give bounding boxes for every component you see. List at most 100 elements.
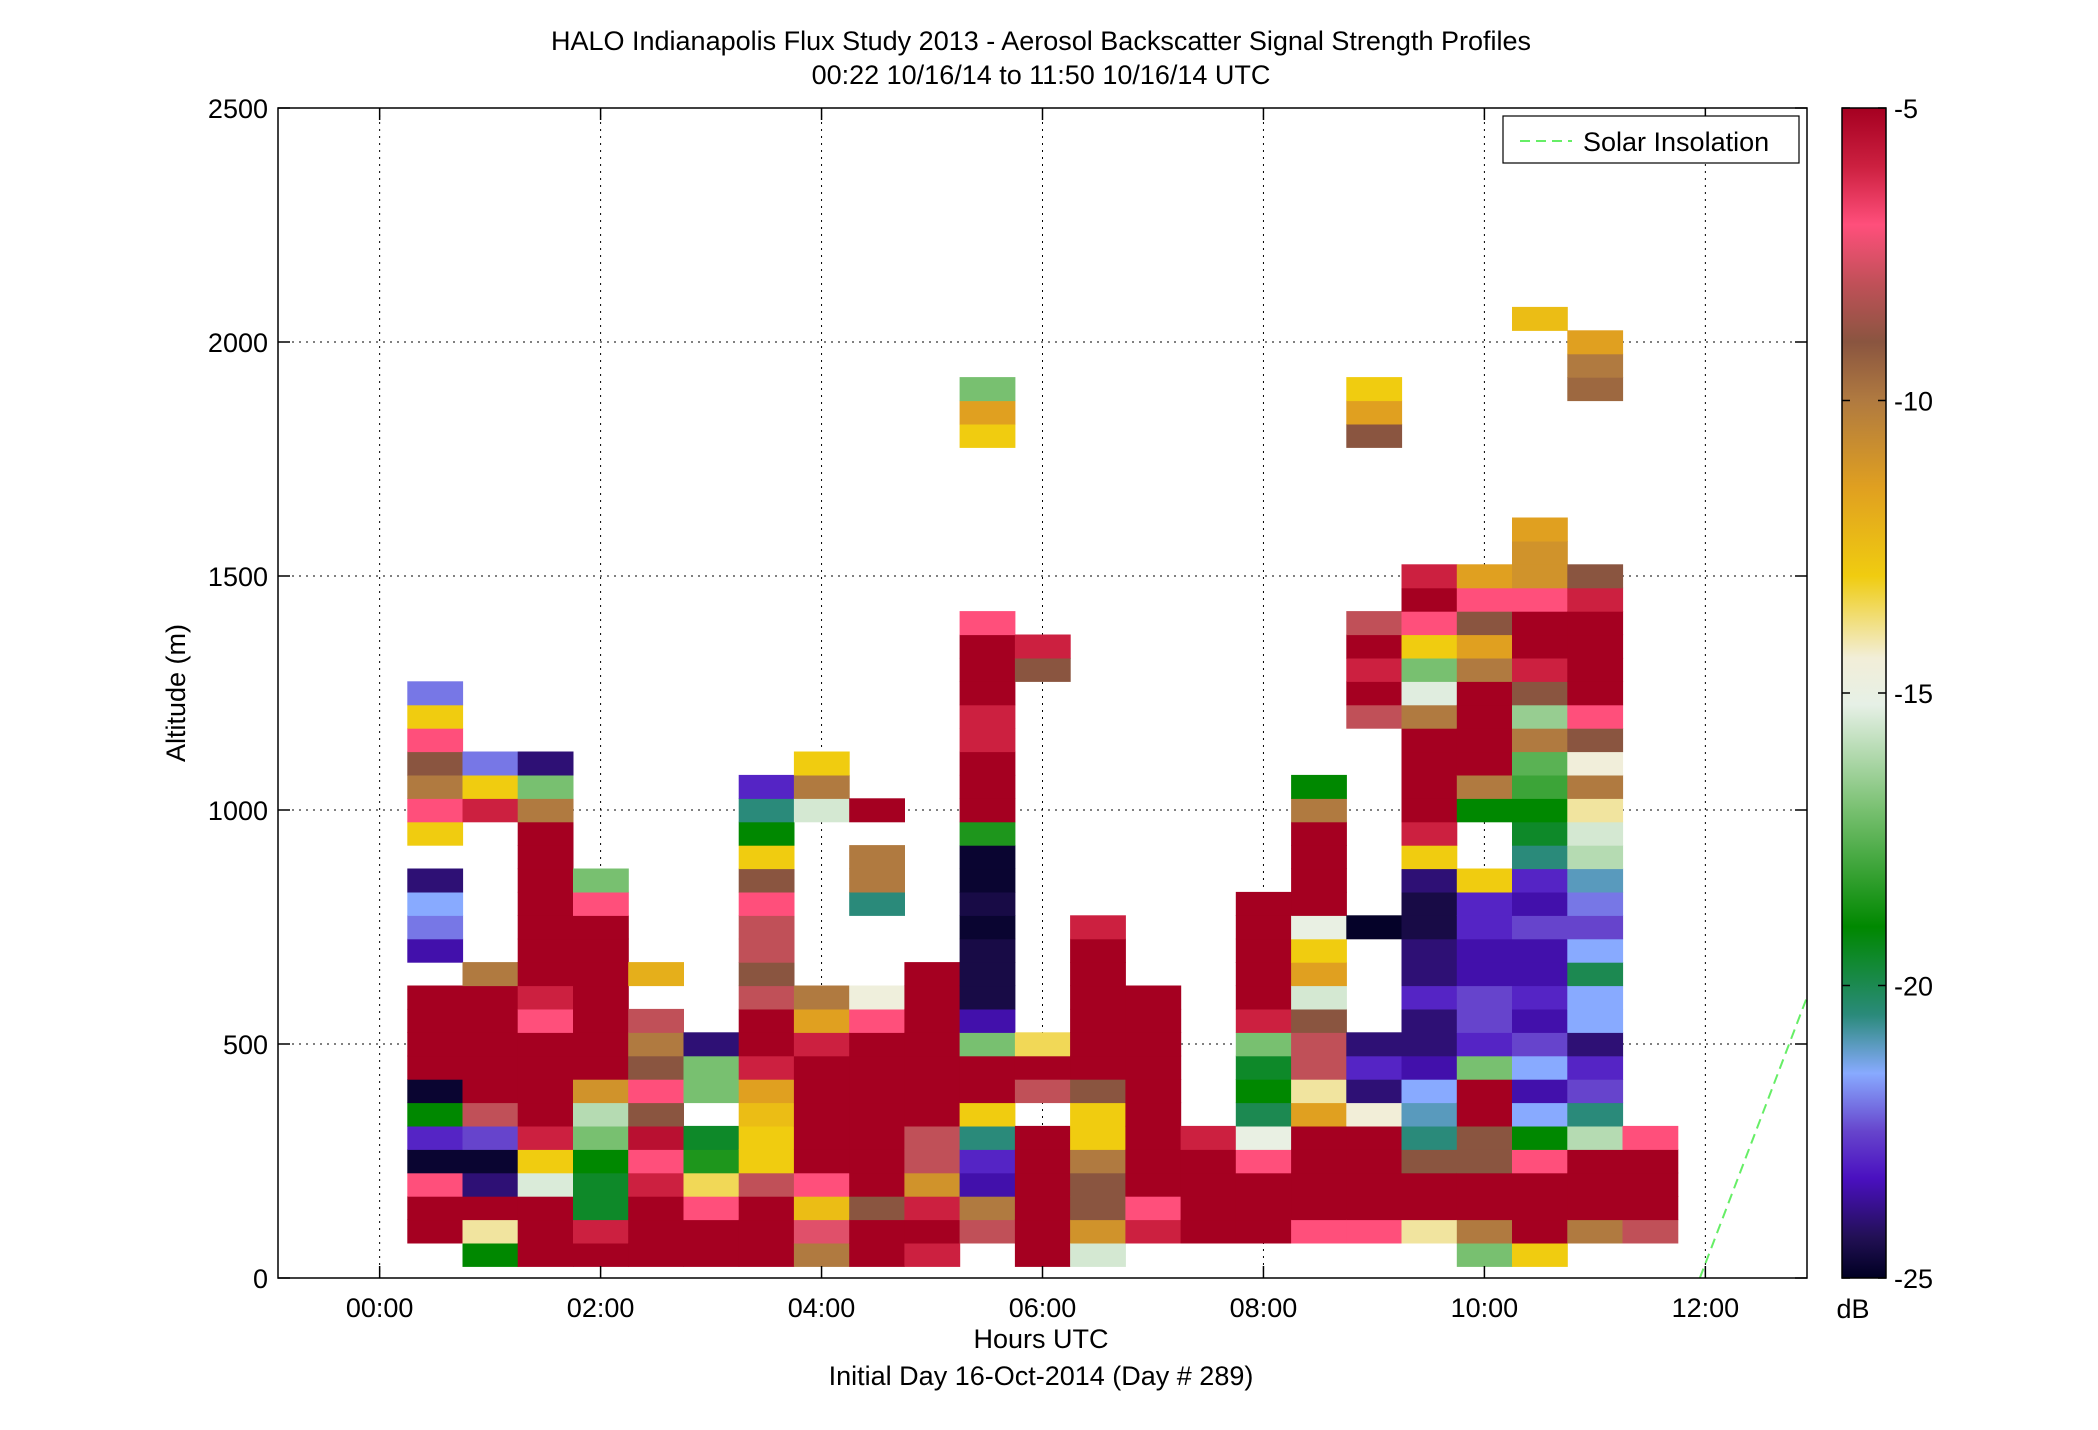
- heatmap-cell: [462, 1196, 519, 1221]
- heatmap-cell: [1567, 821, 1624, 846]
- heatmap-cell: [738, 985, 795, 1010]
- heatmap-cell: [793, 1219, 850, 1244]
- heatmap-cell: [959, 1149, 1016, 1174]
- heatmap-cell: [1125, 1219, 1182, 1244]
- y-tick-label: 500: [223, 1030, 268, 1060]
- heatmap-cell: [793, 798, 850, 823]
- heatmap-cell: [1567, 611, 1624, 636]
- heatmap-cell: [1235, 1219, 1292, 1244]
- heatmap-cell: [462, 774, 519, 799]
- heatmap-cell: [738, 798, 795, 823]
- heatmap-cell: [1512, 845, 1568, 870]
- heatmap-cell: [1456, 564, 1513, 589]
- heatmap-cell: [462, 962, 519, 987]
- heatmap-cell: [407, 1172, 464, 1197]
- heatmap-cell: [1512, 891, 1568, 916]
- heatmap-cell: [1456, 657, 1513, 682]
- heatmap-cell: [573, 1079, 629, 1104]
- heatmap-cell: [1567, 564, 1624, 589]
- heatmap-cell: [1512, 798, 1568, 823]
- heatmap-cell: [904, 1196, 961, 1221]
- heatmap-cell: [517, 774, 574, 799]
- axis-ticks: [278, 107, 1807, 1279]
- heatmap-cell: [1235, 1102, 1292, 1127]
- plot-area: [277, 107, 1808, 1279]
- heatmap-cell: [573, 1149, 629, 1174]
- heatmap-cell: [904, 1125, 961, 1150]
- heatmap-cell: [407, 1008, 464, 1033]
- heatmap-cell: [959, 611, 1016, 636]
- heatmap-cell: [462, 1079, 519, 1104]
- heatmap-cell: [1235, 915, 1292, 940]
- heatmap-cell: [1346, 377, 1403, 402]
- y-tick-label: 0: [253, 1264, 268, 1294]
- heatmap-cell: [407, 681, 464, 706]
- heatmap-cell: [1070, 1172, 1126, 1197]
- heatmap-cell: [573, 1196, 629, 1221]
- heatmap-cell: [849, 1196, 905, 1221]
- colorbar-tick-label: -5: [1894, 94, 1918, 124]
- heatmap-cell: [1567, 798, 1624, 823]
- heatmap-cell: [738, 962, 795, 987]
- heatmap-cell: [793, 1172, 850, 1197]
- heatmap-cell: [849, 985, 905, 1010]
- heatmap-cell: [793, 1102, 850, 1127]
- heatmap-cell: [1512, 1055, 1568, 1080]
- heatmap-cell: [1512, 728, 1568, 753]
- heatmap-cell: [1346, 1055, 1403, 1080]
- heatmap-cell: [904, 1055, 961, 1080]
- heatmap-cell: [517, 1055, 574, 1080]
- heatmap-cell: [628, 1196, 684, 1221]
- heatmap-cell: [517, 845, 574, 870]
- heatmap-cell: [407, 1032, 464, 1057]
- heatmap-cell: [959, 681, 1016, 706]
- heatmap-cell: [1070, 1196, 1126, 1221]
- heatmap-cell: [1125, 1196, 1182, 1221]
- heatmap-cell: [1125, 1125, 1182, 1150]
- heatmap-cell: [1401, 634, 1458, 659]
- heatmap-cell: [738, 1219, 795, 1244]
- heatmap-cell: [1512, 774, 1568, 799]
- heatmap-cell: [1512, 657, 1568, 682]
- heatmap-cell: [849, 1032, 905, 1057]
- heatmap-cell: [1180, 1172, 1237, 1197]
- heatmap-cell: [407, 868, 464, 893]
- heatmap-cell: [1456, 681, 1513, 706]
- heatmap-cell: [1456, 868, 1513, 893]
- heatmap-cell: [628, 1079, 684, 1104]
- heatmap-cell: [1401, 1219, 1458, 1244]
- heatmap-cell: [1346, 1219, 1403, 1244]
- heatmap-cell: [1567, 657, 1624, 682]
- heatmap-cell: [1512, 915, 1568, 940]
- heatmap-cell: [1291, 891, 1347, 916]
- heatmap-cell: [683, 1079, 740, 1104]
- heatmap-cell: [1567, 1079, 1624, 1104]
- heatmap-cell: [1512, 751, 1568, 776]
- heatmap-cell: [628, 1172, 684, 1197]
- heatmap-cell: [849, 868, 905, 893]
- heatmap-cell: [1346, 1196, 1403, 1221]
- heatmap-cell: [1014, 1196, 1071, 1221]
- heatmap-cell: [904, 1102, 961, 1127]
- heatmap-cell: [959, 1172, 1016, 1197]
- heatmap-cell: [1456, 798, 1513, 823]
- heatmap-cell: [1070, 1149, 1126, 1174]
- heatmap-cell: [1456, 587, 1513, 612]
- y-tick-label: 1500: [208, 562, 268, 592]
- heatmap-cell: [407, 1055, 464, 1080]
- heatmap-cell: [1512, 704, 1568, 729]
- heatmap-cell: [1070, 985, 1126, 1010]
- colorbar-tick-label: -10: [1894, 387, 1933, 417]
- solar-insolation-line: [1698, 996, 1808, 1279]
- heatmap-cell: [1401, 1125, 1458, 1150]
- heatmap-cell: [1291, 868, 1347, 893]
- heatmap-cell: [1512, 1172, 1568, 1197]
- heatmap-cell: [1456, 1079, 1513, 1104]
- heatmap-cell: [683, 1055, 740, 1080]
- heatmap-cell: [407, 1125, 464, 1150]
- heatmap-cell: [1180, 1219, 1237, 1244]
- heatmap-cell: [517, 1242, 574, 1267]
- colorbar-tick-label: -25: [1894, 1264, 1933, 1294]
- heatmap-cell: [1346, 1172, 1403, 1197]
- heatmap-cell: [1235, 1149, 1292, 1174]
